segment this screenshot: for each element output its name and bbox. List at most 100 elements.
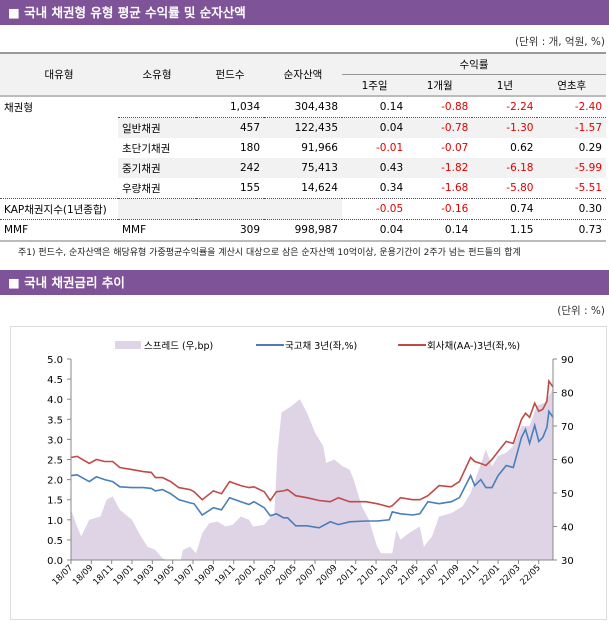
cell-m1: -1.68 [441,182,469,194]
y2-tick-label: 50 [561,489,574,500]
y-tick-label: 2.0 [47,476,63,487]
legend-govt: 국고채 3년(좌,%) [285,341,357,352]
y-tick-label: 5.0 [47,355,63,366]
table-unit: (단위 : 개, 억원, %) [514,36,605,48]
x-tick-label: 19/01 [112,563,136,587]
cell-ytd: -5.51 [574,182,602,194]
x-tick-label: 18/11 [91,563,115,587]
chart-frame [10,326,607,620]
table-row: MMF MMF 309 998,987 0.04 0.14 1.15 0.73 [0,219,606,241]
cell-ytd: -1.57 [537,117,606,138]
table-row: 중기채권 242 75,413 0.43 -1.82 -6.18 -5.99 [0,158,606,178]
table-row: 채권형 1,034 304,438 0.14 -0.88 -2.24 -2.40 [0,96,606,118]
y-tick-label: 0.0 [47,556,63,567]
cell-assets: 998,987 [294,224,338,236]
y2-tick-label: 30 [561,556,574,567]
x-tick-label: 21/05 [396,563,420,587]
y-tick-label: 1.0 [47,516,63,527]
y2-tick-label: 90 [561,355,574,366]
cell-m1: -1.82 [407,158,473,178]
x-tick-label: 19/09 [193,563,217,587]
x-tick-label: 18/09 [71,563,95,587]
cell-minor: 초단기채권 [122,142,171,155]
cell-m1: -0.78 [407,117,473,138]
cell-y1: -2.24 [506,101,534,113]
x-tick-label: 21/07 [417,563,441,587]
x-tick-label: 20/03 [254,563,278,587]
cell-major: 채권형 [4,101,33,114]
cell-assets: 122,435 [264,117,342,138]
col-funds: 펀드수 [196,53,264,96]
cell-assets: 75,413 [264,158,342,178]
y-tick-label: 0.5 [47,536,63,547]
cell-w1: -0.01 [375,142,404,154]
x-tick-label: 19/03 [132,563,156,587]
y-tick-label: 4.5 [47,375,63,386]
y2-tick-label: 40 [561,523,574,534]
cell-ytd: 0.29 [578,142,602,154]
section-title-bond-rates: ■ 국내 채권금리 추이 [0,270,609,295]
y2-tick-label: 60 [561,456,574,467]
table-row: 우량채권 155 14,624 0.34 -1.68 -5.80 -5.51 [0,178,606,199]
y-tick-label: 2.5 [47,456,63,467]
legend-corp: 회사채(AA-)3년(좌,%) [427,341,520,352]
cell-ytd: -5.99 [537,158,606,178]
cell-w1: 0.14 [379,101,404,113]
cell-minor: 중기채권 [118,158,196,178]
x-tick-label: 21/11 [457,563,481,587]
cell-minor [118,198,196,220]
x-tick-label: 20/05 [274,563,298,587]
col-assets: 순자산액 [264,53,342,96]
cell-m1: -0.07 [441,142,469,154]
cell-y1: 0.74 [510,203,534,215]
cell-funds: 242 [196,158,264,178]
col-1w: 1주일 [342,74,408,96]
table-row: KAP채권지수(1년종합) -0.05 -0.16 0.74 0.30 [0,198,606,220]
table-row: 일반채권 457 122,435 0.04 -0.78 -1.30 -1.57 [0,117,606,138]
y2-tick-label: 80 [561,389,574,400]
cell-y1: 0.62 [510,142,534,154]
cell-m1: -0.88 [441,101,469,113]
govt-3y-line [70,409,554,529]
col-ytd: 연초후 [537,74,606,96]
x-tick-label: 20/09 [315,563,339,587]
cell-m1: -0.16 [441,203,469,215]
x-tick-label: 22/01 [478,563,502,587]
col-1y: 1년 [472,74,538,96]
corp-aa-3y-line [70,378,554,508]
cell-assets: 304,438 [294,101,338,113]
x-tick-label: 20/11 [335,563,359,587]
cell-ytd: -2.40 [574,101,602,113]
col-minor: 소유형 [118,53,196,96]
y-tick-label: 4.0 [47,395,63,406]
x-tick-label: 20/01 [234,563,258,587]
cell-assets: 14,624 [301,182,338,194]
cell-minor: MMF [122,224,147,236]
col-major: 대유형 [0,53,118,96]
cell-y1: -5.80 [506,182,534,194]
x-tick-label: 21/01 [356,563,380,587]
cell-assets: 91,966 [301,142,338,154]
x-tick-label: 22/03 [498,563,522,587]
cell-minor: 우량채권 [122,182,161,195]
cell-y1: -1.30 [472,117,538,138]
x-tick-label: 19/07 [173,563,197,587]
x-tick-label: 21/03 [376,563,400,587]
cell-funds: 457 [196,117,264,138]
cell-assets [264,198,342,220]
cell-funds [196,198,264,220]
x-tick-label: 21/09 [437,563,461,587]
spread-area [71,385,553,560]
legend-spread-swatch [115,341,141,349]
section-title-fund-returns: ■ 국내 채권형 유형 평균 수익률 및 순자산액 [0,0,609,25]
cell-funds: 180 [239,142,260,154]
cell-y1: 1.15 [510,224,534,236]
legend-spread: 스프레드 (우,bp) [144,341,213,352]
cell-w1: 0.04 [342,117,408,138]
cell-w1: -0.05 [375,203,404,215]
cell-ytd: 0.73 [578,224,602,236]
x-tick-label: 19/05 [152,563,176,587]
chart-unit: (단위 : %) [557,305,605,317]
x-tick-label: 20/07 [295,563,319,587]
col-1m: 1개월 [407,74,473,96]
